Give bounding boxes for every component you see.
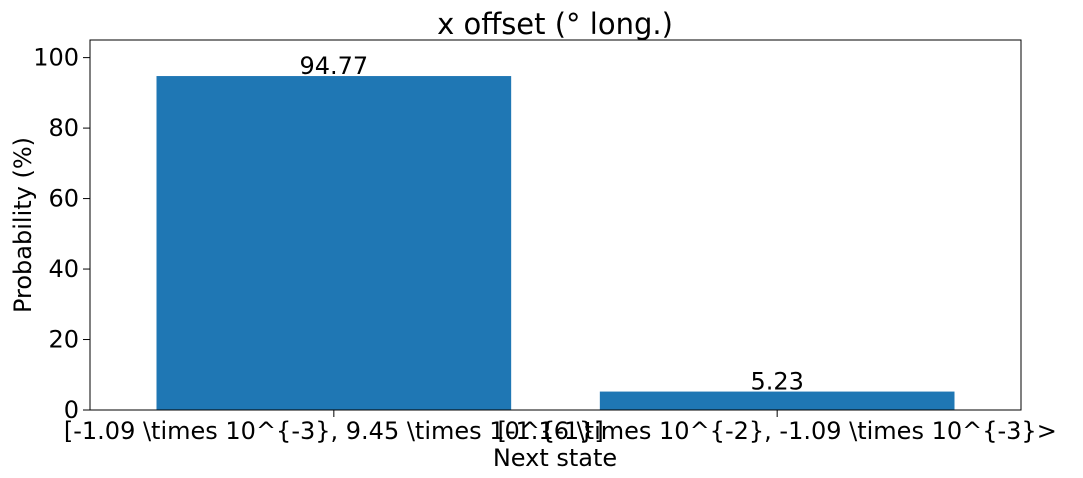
- x-tick-label-2: [-1.16 \times 10^{-2}, -1.09 \times 10^{…: [498, 417, 1057, 445]
- x-axis-ticks: [-1.09 \times 10^{-3}, 9.45 \times 10^{-…: [64, 410, 1057, 445]
- data-labels-group: 94.77 5.23: [299, 52, 803, 396]
- bar-2: [599, 391, 955, 410]
- y-axis-label: Probability (%): [9, 137, 37, 313]
- y-tick-label-60: 60: [48, 185, 79, 213]
- y-tick-label-0: 0: [64, 396, 79, 424]
- bars-group: [156, 76, 955, 410]
- y-tick-label-40: 40: [48, 255, 79, 283]
- data-label-1: 94.77: [299, 52, 368, 80]
- data-label-2: 5.23: [750, 368, 803, 396]
- y-tick-label-20: 20: [48, 326, 79, 354]
- x-axis-label: Next state: [493, 444, 617, 472]
- bar-1: [156, 76, 512, 410]
- x-tick-label-1: [-1.09 \times 10^{-3}, 9.45 \times 10^{-…: [64, 417, 604, 445]
- y-axis-ticks: 0 20 40 60 80 100: [33, 44, 90, 424]
- y-tick-label-80: 80: [48, 114, 79, 142]
- y-tick-label-100: 100: [33, 44, 79, 72]
- chart-title: x offset (° long.): [437, 7, 673, 41]
- plot-frame: [89, 39, 1022, 411]
